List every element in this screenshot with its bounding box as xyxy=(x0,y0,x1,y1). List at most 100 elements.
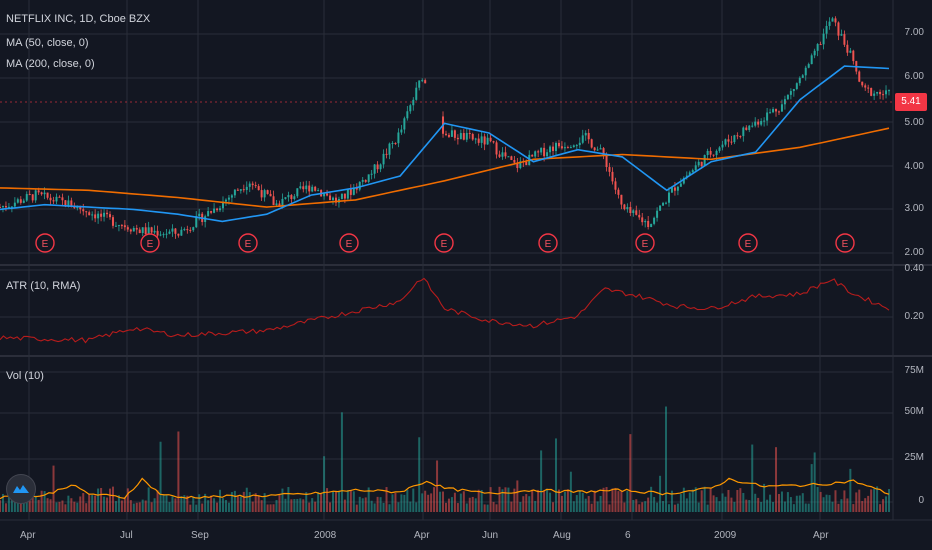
candle-body xyxy=(4,205,7,208)
candle-body xyxy=(465,133,468,140)
atr-legend[interactable]: ATR (10, RMA) xyxy=(6,280,81,292)
volume-bar xyxy=(882,499,885,512)
volume-bar xyxy=(263,493,266,512)
volume-bar xyxy=(52,465,55,512)
volume-bar xyxy=(406,489,409,512)
volume-bar xyxy=(308,502,311,512)
volume-bar xyxy=(97,488,100,512)
candle-body xyxy=(667,192,670,203)
volume-bar xyxy=(7,494,10,512)
candle-body xyxy=(697,161,700,166)
volume-bar xyxy=(608,504,611,512)
candle-body xyxy=(614,181,617,190)
candle-body xyxy=(715,150,718,156)
earnings-marker[interactable]: E xyxy=(835,233,855,253)
volume-bar xyxy=(340,412,343,512)
volume-bar xyxy=(876,486,879,512)
candle-body xyxy=(831,18,834,22)
candle-body xyxy=(474,138,477,140)
volume-bar xyxy=(557,489,560,512)
volume-bar xyxy=(409,501,412,512)
earnings-marker[interactable]: E xyxy=(635,233,655,253)
volume-legend[interactable]: Vol (10) xyxy=(6,370,44,382)
volume-bar xyxy=(468,497,471,512)
volume-bar xyxy=(813,452,816,512)
candle-body xyxy=(751,125,754,127)
candle-body xyxy=(635,210,638,215)
volume-bar xyxy=(828,495,831,512)
ma50-legend[interactable]: MA (50, close, 0) xyxy=(6,37,89,49)
candle-body xyxy=(343,193,346,199)
candle-body xyxy=(233,189,236,196)
earnings-marker-circle xyxy=(635,233,655,253)
volume-bar xyxy=(480,489,483,512)
candle-body xyxy=(370,173,373,175)
candle-body xyxy=(760,121,763,125)
candle-body xyxy=(326,193,329,196)
candle-body xyxy=(807,64,810,68)
candle-body xyxy=(361,179,364,182)
candle-body xyxy=(94,214,97,219)
earnings-marker[interactable]: E xyxy=(35,233,55,253)
candle-body xyxy=(694,165,697,171)
candle-body xyxy=(828,21,831,26)
volume-bar xyxy=(715,497,718,512)
ma200-legend[interactable]: MA (200, close, 0) xyxy=(6,58,95,70)
candle-body xyxy=(183,229,186,231)
earnings-marker[interactable]: E xyxy=(738,233,758,253)
candle-body xyxy=(489,137,492,142)
volume-bar xyxy=(786,492,789,512)
candle-body xyxy=(245,186,248,190)
volume-bar xyxy=(596,501,599,512)
candle-body xyxy=(49,197,52,201)
candle-body xyxy=(706,150,709,156)
time-label: Jul xyxy=(120,530,133,541)
volume-bar xyxy=(822,497,825,512)
volume-bar xyxy=(775,447,778,512)
candle-body xyxy=(783,99,786,105)
candle-body xyxy=(810,55,813,65)
volume-bar xyxy=(522,496,525,512)
symbol-title: NETFLIX INC, 1D, Cboe BZX xyxy=(6,13,151,25)
candle-body xyxy=(79,205,82,210)
candle-body xyxy=(284,197,287,199)
earnings-marker[interactable]: E xyxy=(538,233,558,253)
earnings-marker[interactable]: E xyxy=(339,233,359,253)
volume-bar xyxy=(421,493,424,512)
candle-body xyxy=(305,185,308,190)
volume-bar xyxy=(358,496,361,512)
volume-bar xyxy=(207,500,210,512)
candle-body xyxy=(709,150,712,155)
volume-bar xyxy=(242,491,245,512)
candle-body xyxy=(453,130,456,138)
volume-bar xyxy=(748,500,751,512)
earnings-marker[interactable]: E xyxy=(140,233,160,253)
volume-bar xyxy=(46,498,49,512)
candle-body xyxy=(64,200,67,207)
last-price-badge: 5.41 xyxy=(895,93,927,111)
volume-bar xyxy=(254,493,257,512)
volume-bar xyxy=(554,438,557,512)
volume-ma-line xyxy=(0,477,890,500)
earnings-marker[interactable]: E xyxy=(434,233,454,253)
candle-body xyxy=(822,33,825,45)
volume-bar xyxy=(590,503,593,512)
volume-bar xyxy=(638,504,641,512)
volume-bar xyxy=(650,486,653,512)
volume-bar xyxy=(376,496,379,512)
candle-body xyxy=(665,202,668,204)
earnings-marker[interactable]: E xyxy=(238,233,258,253)
candle-body xyxy=(397,132,400,144)
volume-bar xyxy=(879,504,882,512)
candle-body xyxy=(88,212,91,216)
candle-body xyxy=(198,213,201,217)
candle-body xyxy=(492,141,495,143)
candle-body xyxy=(385,153,388,155)
candle-body xyxy=(358,181,361,190)
candle-body xyxy=(195,216,198,228)
candle-body xyxy=(763,120,766,122)
volume-bar xyxy=(459,493,462,512)
volume-bar xyxy=(79,496,82,512)
tradingview-logo-icon[interactable] xyxy=(6,474,36,504)
